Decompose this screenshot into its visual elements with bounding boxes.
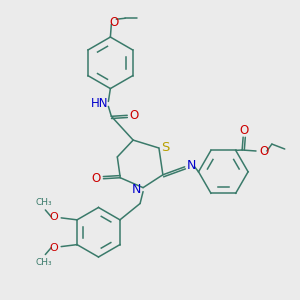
Text: N: N [131, 183, 141, 196]
Text: CH₃: CH₃ [35, 197, 52, 206]
Text: O: O [239, 124, 249, 137]
Text: N: N [187, 159, 196, 172]
Text: O: O [130, 109, 139, 122]
Text: O: O [49, 243, 58, 253]
Text: CH₃: CH₃ [35, 258, 52, 267]
Text: S: S [161, 140, 169, 154]
Text: O: O [91, 172, 100, 185]
Text: O: O [110, 16, 119, 29]
Text: O: O [259, 146, 268, 158]
Text: O: O [49, 212, 58, 222]
Text: HN: HN [91, 97, 108, 110]
